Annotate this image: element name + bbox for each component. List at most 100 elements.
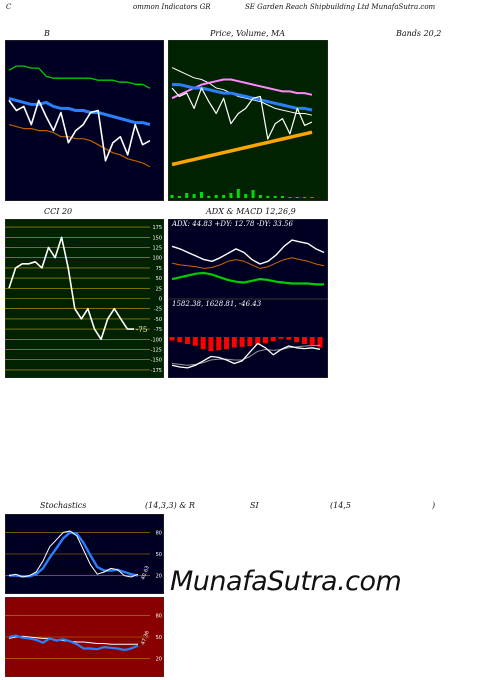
stoch-k-line [8,530,139,578]
macd-histogram-bar [224,337,230,350]
rsi-tick-label: 50 [156,635,162,641]
cci-tick-label: 0 [159,297,162,303]
cci-tick-label: -100 [151,337,162,343]
cci-tick-label: 125 [152,245,162,251]
adx-readout: ADX: 44.83 +DY: 12.78 -DY: 33.56 [172,220,293,228]
volume-bar [170,195,174,198]
bollinger-chart [5,40,164,201]
price-line [171,87,313,140]
macd-histogram-bar [286,337,292,340]
panel-background [168,40,328,201]
cci-panel: 175 150 125 100 75 50 25 0 -25 -50 -75 -100 -125 -150… [5,219,164,378]
macd-histogram-bar [192,337,198,346]
label-price: Price, Volume, MA [210,29,286,38]
rsi-last-label: 47.36 [140,630,151,646]
macd-histogram-bar [169,337,175,341]
volume-bar [258,195,262,198]
cci-tick-label: 100 [152,256,162,262]
volume-bar [295,197,299,198]
watermark: MunafaSutra.com [170,566,402,597]
header-title-right: SE Garden Reach Shipbuilding Ltd MunafaS… [245,3,436,11]
macd-histogram-bar [247,337,253,347]
volume-bar [177,196,181,198]
cci-tick-label: -75 [154,327,162,333]
macd-histogram-bar [239,337,245,347]
cci-tick-label: 50 [156,276,162,282]
label-b: B [44,29,50,38]
volume-bar [251,190,255,198]
label-adx: ADX & MACD 12,26,9 [206,207,296,216]
volume-bar [207,196,211,198]
volume-bar [222,195,226,198]
volume-bar [266,196,270,198]
volume-bar [310,197,314,198]
macd-histogram-bar [294,337,300,343]
label-rsi-params: (14,5 [330,501,351,510]
cci-tick-label: -150 [151,358,162,364]
cci-line [8,236,134,341]
label-cci: CCI 20 [44,207,73,216]
macd-chart [168,299,328,378]
upper-band-line [8,65,151,89]
rsi-panel: 80 50 20 47.36 [5,597,164,677]
macd-histogram-bar [200,337,206,350]
rsi-ma-line [8,634,139,652]
price-panel [168,40,328,201]
stoch-tick-label: 50 [156,552,162,558]
volume-bar [273,196,277,198]
ma-long-line [171,67,313,116]
volume-bar [236,189,240,198]
plus-dy-line [171,271,324,286]
volume-bar [192,194,196,198]
middle-band-line [8,96,151,127]
label-paren: ) [432,501,436,510]
macd-line [171,342,321,369]
cci-tick-label: -175 [151,368,162,374]
adx-chart [168,219,328,299]
macd-histogram-bar [317,337,323,348]
label-bands: Bands 20,2 [396,29,442,38]
adx-line [171,239,325,265]
cci-tick-label: 25 [156,286,162,292]
stoch-tick-label: 80 [156,530,162,536]
ma-orange-line [171,130,313,167]
volume-bar [214,195,218,198]
macd-histogram-bar [177,337,183,343]
stoch-tick-label: 20 [156,574,162,580]
volume-bar [303,197,307,198]
cci-tick-label: -50 [154,317,162,323]
label-si: SI [250,501,259,510]
close-price-line [8,99,151,162]
rsi-tick-label: 20 [156,657,162,663]
volume-bar [199,192,203,198]
lower-band-line [8,124,151,168]
minus-dy-line [171,257,325,269]
cci-tick-label: -25 [154,307,162,313]
stoch-panel: 80 50 20 40.63 [5,514,164,594]
macd-histogram-bar [309,337,315,346]
volume-bar [288,197,292,198]
cci-tick-label: 150 [152,235,162,241]
volume-bar [229,193,233,198]
panel-background [5,40,164,201]
bollinger-panel [5,40,164,201]
label-stoch-params: (14,3,3) & R [145,501,195,510]
panel-background [168,219,328,299]
cci-last-label: -75 [136,326,147,334]
cci-tick-label: 175 [152,225,162,231]
price-chart [168,40,328,201]
ma-blue-line [172,83,313,112]
cci-tick-label: 75 [156,266,162,272]
label-stoch: Stochastics [40,501,87,510]
volume-bar [185,193,189,198]
macd-histogram-bar [208,337,214,351]
macd-histogram-bar [216,337,222,351]
macd-histogram-bar [301,337,307,344]
macd-histogram-bar [262,337,268,344]
rsi-chart: 80 50 20 47.36 [5,597,164,677]
volume-bar [244,194,248,198]
stoch-chart: 80 50 20 40.63 [5,514,164,594]
macd-readout: 1582.38, 1628.81, -46.43 [172,300,262,308]
stoch-last-label: 40.63 [140,565,151,581]
macd-panel: 1582.38, 1628.81, -46.43 [168,299,328,378]
